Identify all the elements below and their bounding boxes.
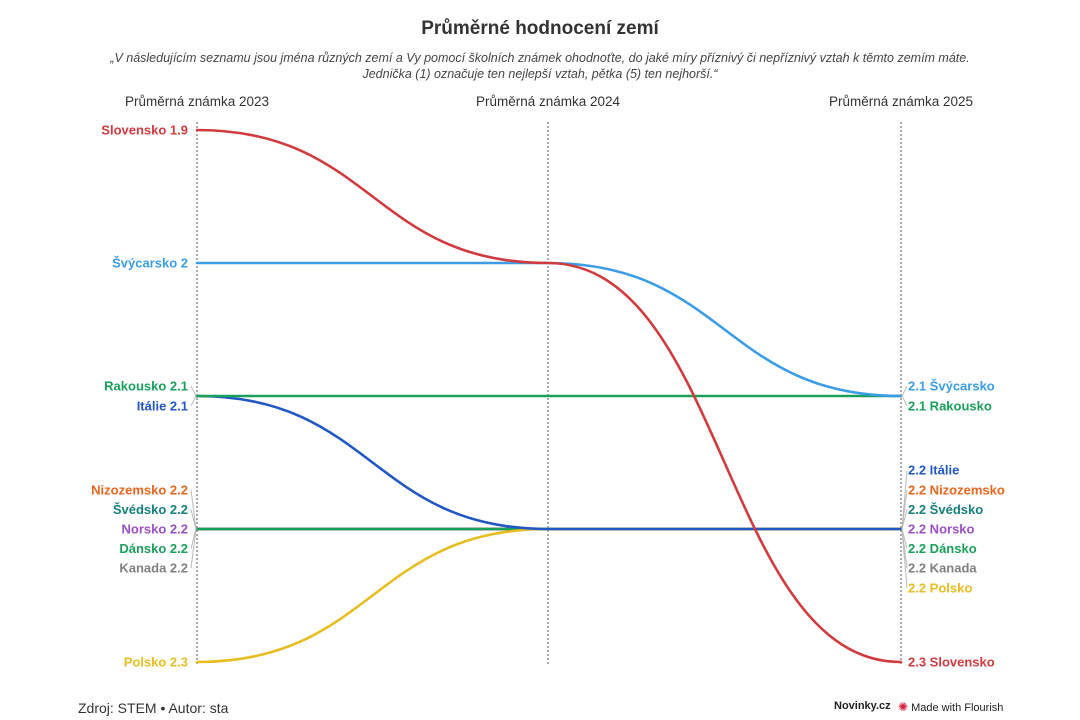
- label-connector: [190, 528, 197, 569]
- column-header-1: Průměrná známka 2023: [125, 94, 269, 109]
- label-connector: [901, 385, 908, 397]
- right-label-švédsko: 2.2 Švédsko: [908, 502, 983, 517]
- right-label-slovensko: 2.3 Slovensko: [908, 655, 995, 670]
- made-with-flourish-link[interactable]: ✺ Made with Flourish: [898, 700, 1003, 714]
- label-connector: [901, 395, 908, 407]
- right-label-dánsko: 2.2 Dánsko: [908, 541, 977, 556]
- label-connector: [190, 489, 197, 530]
- chart-title: Průměrné hodnocení zemí: [421, 18, 659, 39]
- right-label-itálie: 2.2 Itálie: [908, 463, 959, 478]
- left-label-norsko: Norsko 2.2: [122, 522, 188, 537]
- flourish-label: Made with Flourish: [911, 702, 1004, 714]
- label-connector: [190, 509, 197, 530]
- left-label-švýcarsko: Švýcarsko 2: [112, 256, 188, 271]
- flourish-logo-icon: ✺: [898, 700, 909, 714]
- right-label-švýcarsko: 2.1 Švýcarsko: [908, 379, 995, 394]
- label-connector: [190, 395, 197, 407]
- series-lines: [195, 128, 903, 664]
- label-connector: [190, 385, 197, 397]
- source-credit: Zdroj: STEM • Autor: sta: [78, 700, 229, 716]
- left-label-švédsko: Švédsko 2.2: [113, 502, 188, 517]
- right-label-norsko: 2.2 Norsko: [908, 522, 975, 537]
- column-axes: Průměrná známka 2023 Průměrná známka 2024…: [125, 94, 973, 664]
- column-header-3: Průměrná známka 2025: [829, 94, 973, 109]
- publisher-logo[interactable]: Novinky.cz: [834, 700, 891, 712]
- subtitle-line-2: Jednička (1) označuje ten nejlepší vztah…: [362, 67, 718, 81]
- left-label-kanada: Kanada 2.2: [119, 561, 188, 576]
- series-line-itálie[interactable]: [195, 394, 903, 531]
- left-label-slovensko: Slovensko 1.9: [101, 123, 188, 138]
- subtitle-line-1: „V následujícím seznamu jsou jména různý…: [110, 51, 970, 65]
- right-label-polsko: 2.2 Polsko: [908, 580, 972, 595]
- series-line-polsko[interactable]: [195, 527, 903, 664]
- series-labels: Slovensko 1.9 Švýcarsko 2 Rakousko 2.1 Itál…: [91, 123, 1005, 670]
- chart-subtitle: „V následujícím seznamu jsou jména různý…: [60, 50, 1020, 82]
- right-label-nizozemsko: 2.2 Nizozemsko: [908, 482, 1005, 497]
- left-label-rakousko: Rakousko 2.1: [104, 379, 188, 394]
- left-label-dánsko: Dánsko 2.2: [119, 541, 188, 556]
- right-label-rakousko: 2.1 Rakousko: [908, 398, 992, 413]
- left-label-itálie: Itálie 2.1: [137, 398, 188, 413]
- label-connector: [901, 509, 908, 530]
- series-line-švýcarsko[interactable]: [195, 261, 903, 398]
- series-line-slovensko[interactable]: [195, 128, 903, 664]
- left-label-polsko: Polsko 2.3: [124, 655, 188, 670]
- left-label-nizozemsko: Nizozemsko 2.2: [91, 482, 188, 497]
- column-header-2: Průměrná známka 2024: [476, 94, 621, 109]
- right-label-kanada: 2.2 Kanada: [908, 561, 977, 576]
- label-connector: [901, 489, 908, 530]
- label-connector: [901, 528, 908, 588]
